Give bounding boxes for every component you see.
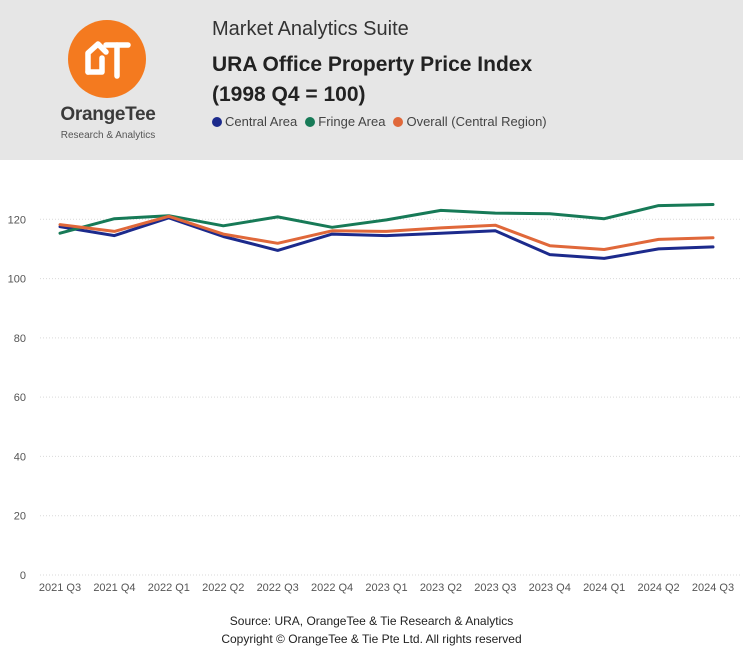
legend-label: Overall (Central Region) — [406, 114, 547, 129]
source-note: Source: URA, OrangeTee & Tie Research & … — [229, 614, 514, 628]
x-tick-label: 2021 Q3 — [39, 582, 81, 594]
brand-name: OrangeTee — [60, 104, 156, 125]
x-tick-label: 2022 Q2 — [202, 582, 244, 594]
copyright-note: Copyright © OrangeTee & Tie Pte Ltd. All… — [221, 632, 522, 646]
logo-mark-icon — [85, 41, 131, 79]
x-tick-label: 2022 Q1 — [148, 582, 190, 594]
series-line — [58, 216, 715, 260]
y-tick-label: 120 — [8, 214, 26, 226]
x-tick-label: 2022 Q4 — [311, 582, 353, 594]
legend-label: Fringe Area — [318, 114, 386, 129]
brand-subtitle: Research & Analytics — [60, 130, 156, 141]
x-tick-label: 2023 Q4 — [529, 582, 571, 594]
y-tick-label: 60 — [14, 392, 26, 404]
header: OrangeTee Research & Analytics Market An… — [0, 0, 743, 160]
x-tick-label: 2023 Q3 — [474, 582, 516, 594]
y-tick-label: 0 — [20, 570, 26, 582]
legend-item: Central Area — [212, 114, 297, 129]
legend-dot-icon — [212, 116, 222, 127]
chart-title-line-2: (1998 Q4 = 100) — [212, 83, 366, 106]
x-tick-label: 2021 Q4 — [93, 582, 135, 594]
x-tick-label: 2022 Q3 — [257, 582, 299, 594]
y-tick-label: 100 — [8, 274, 26, 286]
chart-legend: Central Area Fringe Area Overall (Central … — [212, 114, 547, 129]
chart-title: URA Office Property Price Index (1998 Q4… — [212, 50, 692, 110]
y-tick-label: 80 — [14, 333, 26, 345]
x-tick-label: 2024 Q1 — [583, 582, 625, 594]
x-tick-label: 2024 Q3 — [692, 582, 734, 594]
x-tick-label: 2023 Q2 — [420, 582, 462, 594]
suite-name: Market Analytics Suite — [212, 18, 409, 40]
y-tick-label: 40 — [14, 451, 26, 463]
orangetee-logo — [68, 20, 146, 98]
legend-label: Central Area — [225, 114, 298, 129]
line-chart: 0 20 40 60 80 100 120 2021 Q3 2021 Q4 2022 Q1 2022… — [8, 203, 740, 594]
footer: Source: URA, OrangeTee & Tie Research & … — [0, 612, 743, 648]
chart-title-line-1: URA Office Property Price Index — [212, 53, 533, 76]
x-tick-label: 2023 Q1 — [365, 582, 407, 594]
y-tick-label: 20 — [14, 511, 26, 523]
x-tick-label: 2024 Q2 — [637, 582, 679, 594]
legend-item: Overall (Central Region) — [393, 114, 547, 129]
legend-item: Fringe Area — [305, 114, 385, 129]
legend-dot-icon — [305, 116, 316, 127]
series-line — [58, 214, 715, 251]
legend-dot-icon — [393, 116, 404, 127]
